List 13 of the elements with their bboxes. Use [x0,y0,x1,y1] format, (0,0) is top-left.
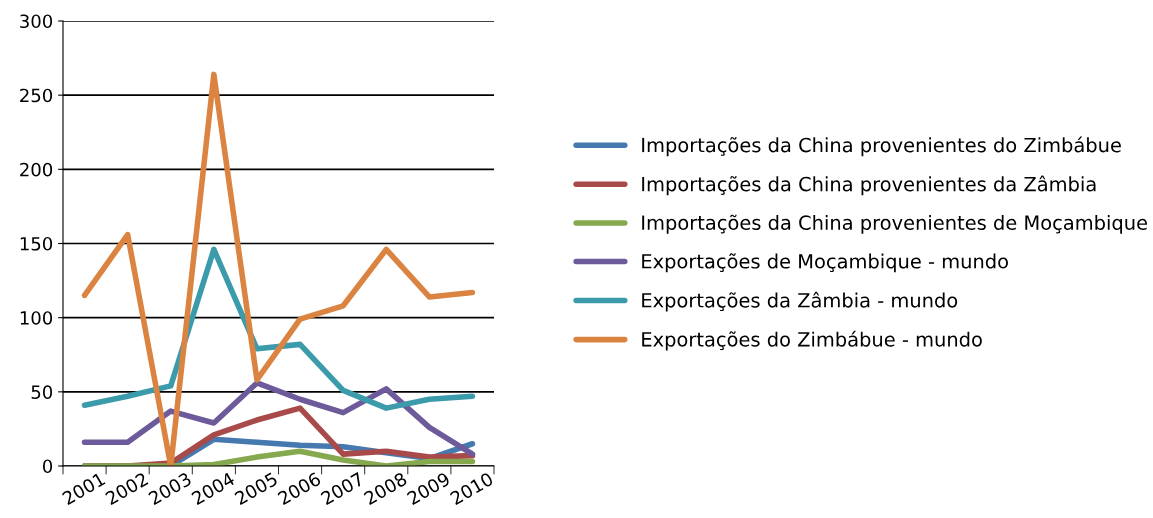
legend-label: Importações da China provenientes do Zimbábue [642,136,1121,157]
y-tick-label: 0 [42,459,53,474]
y-tick-label: 150 [20,236,53,251]
legend-label: Importações da China provenientes da Zâmbia [642,175,1096,196]
legend-label: Exportações da Zâmbia - mundo [642,291,958,312]
y-tick-label: 250 [20,88,53,103]
y-tick-label: 200 [20,162,53,177]
legend-label: Exportações do Zimbábue - mundo [642,330,982,351]
y-tick-label: 100 [20,311,53,325]
y-tick-label: 50 [31,385,53,399]
legend-label: Exportações de Moçambique - mundo [642,253,1008,273]
legend-label: Importações da China provenientes de Moçambique [642,214,1148,234]
y-tick-label: 300 [20,14,53,29]
